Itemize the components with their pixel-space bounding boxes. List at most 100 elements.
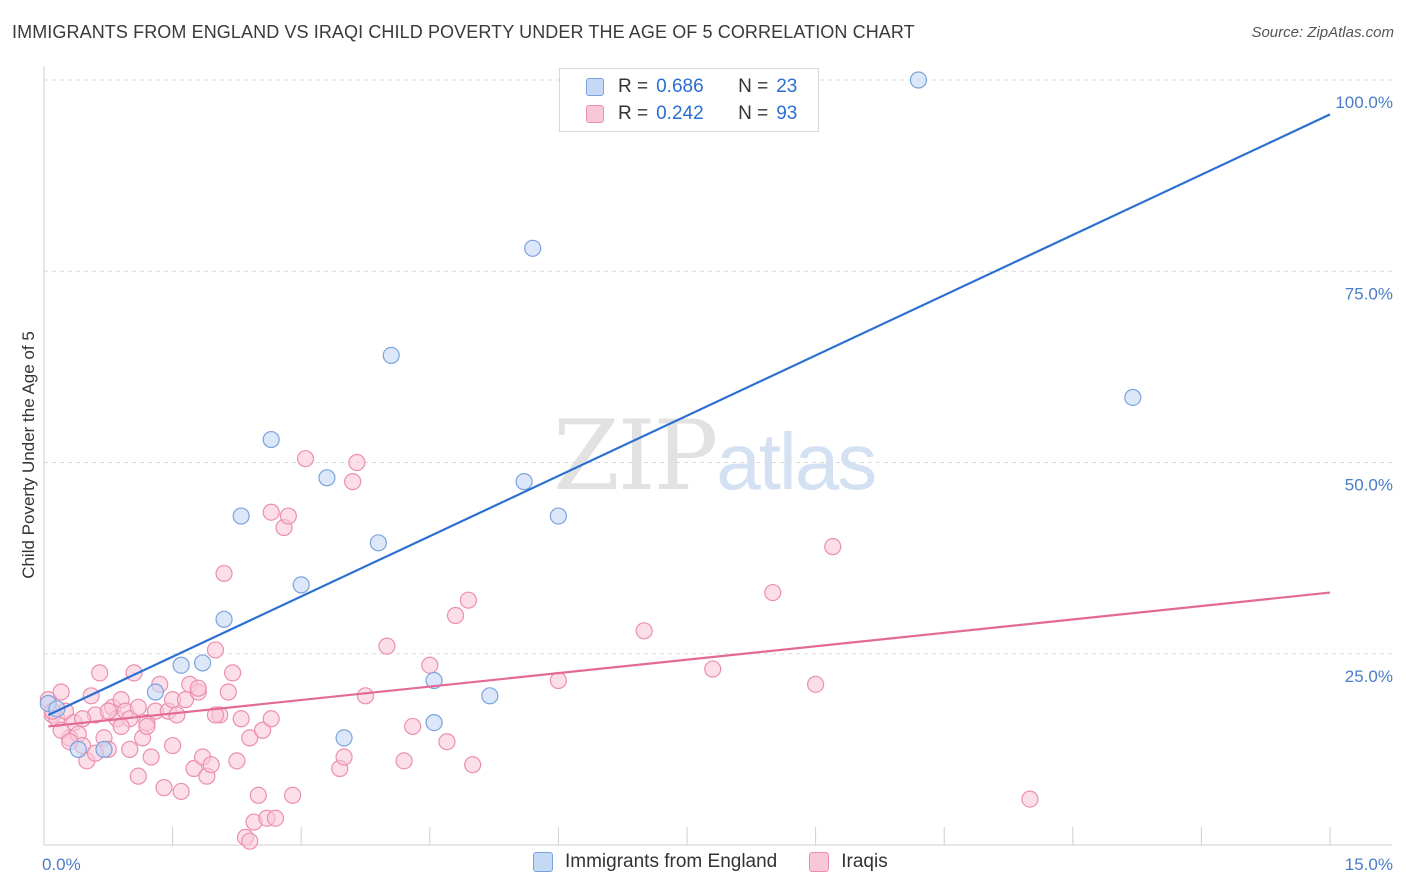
england-point <box>425 713 443 732</box>
england-point <box>382 346 400 364</box>
legend-label: Iraqis <box>841 851 888 872</box>
england-point <box>95 740 113 758</box>
england-point <box>549 507 568 525</box>
watermark-zip: ZIP <box>553 400 718 512</box>
iraqi-point <box>228 752 246 770</box>
iraqi-point <box>129 767 147 785</box>
n-value: 93 <box>776 103 798 124</box>
correlation-legend: R = 0.686 N = 23 R = 0.242 N = 93 <box>559 68 819 132</box>
iraqi-point <box>284 786 302 804</box>
legend-item-england[interactable]: Immigrants from England <box>533 851 777 873</box>
iraqi-point <box>112 717 130 736</box>
iraqi-point <box>421 656 439 674</box>
iraqi-point <box>704 660 722 678</box>
iraqi-point <box>1021 790 1039 808</box>
tick-labels: 25.0% 50.0% 75.0% 100.0% 0.0% 15.0% <box>42 93 1393 874</box>
axes <box>43 66 1392 846</box>
chart-title: IMMIGRANTS FROM ENGLAND VS IRAQI CHILD P… <box>12 22 915 42</box>
iraqi-point <box>262 503 280 521</box>
legend-label: Immigrants from England <box>565 851 778 872</box>
watermark-atlas: atlas <box>716 417 877 506</box>
iraqi-point <box>262 710 280 728</box>
iraqi-point <box>241 832 259 850</box>
legend-row-iraqi: R = 0.242 N = 93 <box>586 101 797 127</box>
iraqi-point <box>549 671 568 690</box>
r-label: R = <box>618 76 649 97</box>
iraqi-point <box>185 759 203 778</box>
iraqi-point <box>266 809 285 827</box>
iraqi-point <box>202 756 220 774</box>
n-value: 23 <box>776 76 798 97</box>
england-point <box>369 534 387 552</box>
iraqi-point <box>348 453 366 472</box>
y-tick-label: 75.0% <box>1345 284 1393 303</box>
iraqi-legend-swatch <box>809 852 830 872</box>
iraqi-point <box>806 675 825 693</box>
iraqi-point <box>99 702 117 720</box>
iraqi-point <box>459 591 477 609</box>
england-point <box>292 576 310 594</box>
england-point <box>318 469 336 487</box>
n-label: N = <box>738 76 769 97</box>
iraqi-point <box>206 641 225 659</box>
england-point <box>172 656 190 674</box>
england-legend-swatch <box>533 852 553 872</box>
watermark: ZIPatlas <box>553 400 877 512</box>
legend-item-iraqis[interactable]: Iraqis <box>809 851 888 873</box>
r-label: R = <box>618 103 649 124</box>
england-point <box>215 610 233 628</box>
iraqi-point <box>232 710 250 728</box>
x-tick-label: 0.0% <box>42 855 81 874</box>
iraqi-point <box>52 683 70 701</box>
iraqi-point <box>142 748 160 766</box>
iraqi-point <box>296 450 315 468</box>
iraqi-point <box>91 664 109 682</box>
england-points <box>39 71 1142 758</box>
iraqi-point <box>279 507 297 525</box>
iraqi-point <box>206 706 225 724</box>
england-point <box>481 687 499 705</box>
iraqi-point <box>129 698 147 716</box>
x-tick-label: 15.0% <box>1345 855 1393 874</box>
england-point <box>69 740 87 758</box>
iraqi-point <box>764 583 782 602</box>
iraqi-trendline <box>48 591 1331 728</box>
iraqi-point <box>189 679 207 697</box>
england-point <box>194 654 212 672</box>
iraqi-point <box>121 740 139 758</box>
r-value: 0.686 <box>656 76 704 97</box>
iraqi-point <box>241 729 259 747</box>
england-point <box>335 729 353 747</box>
iraqi-point <box>168 706 186 724</box>
iraqi-point <box>164 736 182 755</box>
iraqi-point <box>464 756 482 774</box>
iraqi-point <box>172 782 190 801</box>
y-tick-label: 25.0% <box>1345 667 1393 686</box>
england-point <box>1124 388 1142 407</box>
iraqi-point <box>344 473 362 491</box>
series-legend: Immigrants from England Iraqis <box>533 851 920 873</box>
trendlines <box>47 113 1331 728</box>
grid-lines <box>44 79 1392 655</box>
england-point <box>524 239 542 257</box>
iraqi-point <box>224 664 242 682</box>
iraqi-point <box>155 779 173 797</box>
iraqi-point <box>254 721 272 739</box>
iraqi-point <box>378 637 396 655</box>
iraqi-point <box>138 717 156 736</box>
iraqi-point <box>215 564 233 583</box>
r-value: 0.242 <box>656 103 704 124</box>
england-trendline <box>47 113 1331 716</box>
iraqi-swatch <box>586 105 604 123</box>
iraqi-points <box>39 450 1039 850</box>
iraqi-point <box>438 733 456 751</box>
iraqi-point <box>395 752 413 770</box>
iraqi-point <box>824 538 842 556</box>
england-point <box>262 430 280 449</box>
iraqi-point <box>219 683 237 701</box>
n-label: N = <box>738 103 769 124</box>
england-point <box>515 473 533 491</box>
iraqi-point <box>404 717 422 736</box>
england-point <box>909 71 928 89</box>
